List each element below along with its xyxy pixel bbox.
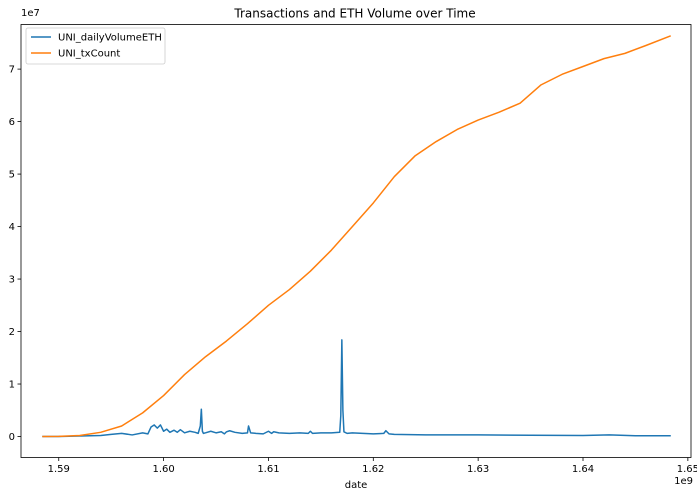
y-tick-label: 0 [9, 432, 15, 443]
x-offset-label: 1e9 [674, 476, 693, 487]
x-tick-label: 1.61 [257, 464, 279, 475]
chart-title: Transactions and ETH Volume over Time [233, 7, 475, 21]
x-axis-ticks: 1.59 1.60 1.61 1.62 1.63 1.64 1.65 [48, 457, 697, 475]
y-tick-label: 6 [9, 117, 15, 128]
legend: UNI_dailyVolumeETH UNI_txCount [25, 27, 166, 65]
series-layer [42, 35, 672, 438]
y-tick-label: 7 [9, 65, 15, 76]
legend-frame [25, 27, 166, 65]
legend-entry-1: UNI_txCount [58, 49, 120, 60]
series-line-1 [42, 35, 672, 438]
x-tick-label: 1.59 [48, 464, 70, 475]
y-axis-ticks: 0 1 2 3 4 5 6 7 [9, 65, 21, 443]
plot-area [21, 24, 691, 458]
x-tick-label: 1.63 [467, 464, 489, 475]
y-tick-label: 1 [9, 380, 15, 391]
series-line-0 [42, 339, 671, 438]
y-tick-label: 3 [9, 275, 15, 286]
plot-frame [20, 24, 692, 458]
legend-entry-0: UNI_dailyVolumeETH [58, 33, 162, 44]
x-tick-label: 1.60 [152, 464, 174, 475]
x-tick-label: 1.64 [572, 464, 594, 475]
y-tick-label: 5 [9, 170, 15, 181]
y-tick-label: 4 [9, 222, 15, 233]
x-tick-label: 1.62 [362, 464, 384, 475]
y-tick-label: 2 [9, 327, 15, 338]
x-tick-label: 1.65 [677, 464, 697, 475]
y-offset-label: 1e7 [21, 8, 40, 19]
x-axis-label: date [345, 480, 368, 491]
